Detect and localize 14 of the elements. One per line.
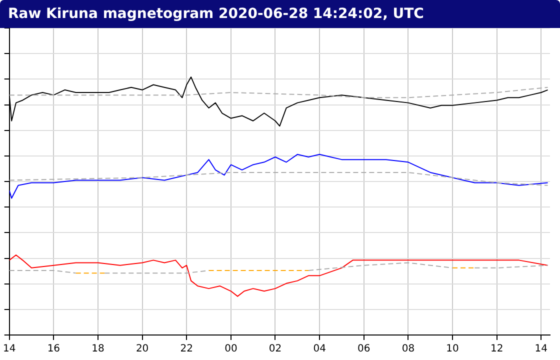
x-tick-label: 04 [313, 344, 326, 355]
x-tick-label: 06 [358, 344, 370, 355]
x-tick-label: 14 [2, 344, 16, 355]
chart-title: Raw Kiruna magnetogram 2020-06-28 14:24:02, UTC [0, 0, 560, 28]
x-tick-label: 16 [47, 344, 60, 355]
x-tick-label: 12 [490, 344, 504, 355]
x-tick-label: 20 [136, 344, 149, 355]
x-tick-label: 02 [268, 344, 282, 355]
x-tick-label: 14 [534, 344, 548, 355]
x-tick-label: 22 [180, 344, 193, 355]
x-tick-label: 08 [402, 344, 415, 355]
x-tick-label: 18 [92, 344, 104, 355]
x-tick-label: 00 [224, 344, 238, 355]
x-tick-label: 10 [446, 344, 459, 355]
